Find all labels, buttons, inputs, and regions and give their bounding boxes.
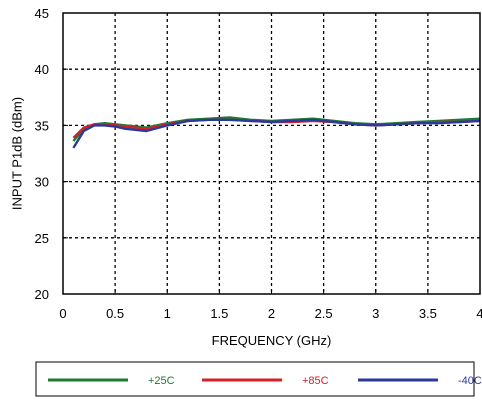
x-axis-ticks: 0 0.5 1 1.5 2 2.5 3 3.5 4 xyxy=(59,289,482,321)
x-tick-label: 2.5 xyxy=(315,306,333,321)
x-axis-title: FREQUENCY (GHz) xyxy=(212,333,332,348)
legend-label-85c: +85C xyxy=(302,375,329,387)
y-tick-label: 30 xyxy=(35,175,49,190)
y-axis-title: INPUT P1dB (dBm) xyxy=(9,97,24,210)
y-tick-label: 25 xyxy=(35,231,49,246)
y-axis-ticks: 20 25 30 35 40 45 xyxy=(35,6,68,302)
y-tick-label: 35 xyxy=(35,118,49,133)
series-line-40c xyxy=(72,118,481,149)
x-tick-label: 1.5 xyxy=(210,306,228,321)
x-tick-label: 0.5 xyxy=(106,306,124,321)
x-tick-label: 0 xyxy=(59,306,66,321)
y-tick-label: 20 xyxy=(35,287,49,302)
x-tick-label: 4 xyxy=(476,306,482,321)
x-tick-label: 2 xyxy=(268,306,275,321)
series-lines xyxy=(72,116,481,149)
grid-lines xyxy=(63,13,480,294)
x-tick-label: 3 xyxy=(372,306,379,321)
legend-entries: +25C +85C -40C xyxy=(48,375,482,387)
y-tick-label: 45 xyxy=(35,6,49,21)
legend-label-40c: -40C xyxy=(458,375,482,387)
x-tick-label: 1 xyxy=(164,306,171,321)
x-tick-label: 3.5 xyxy=(419,306,437,321)
legend-label-25c: +25C xyxy=(148,375,175,387)
y-tick-label: 40 xyxy=(35,62,49,77)
